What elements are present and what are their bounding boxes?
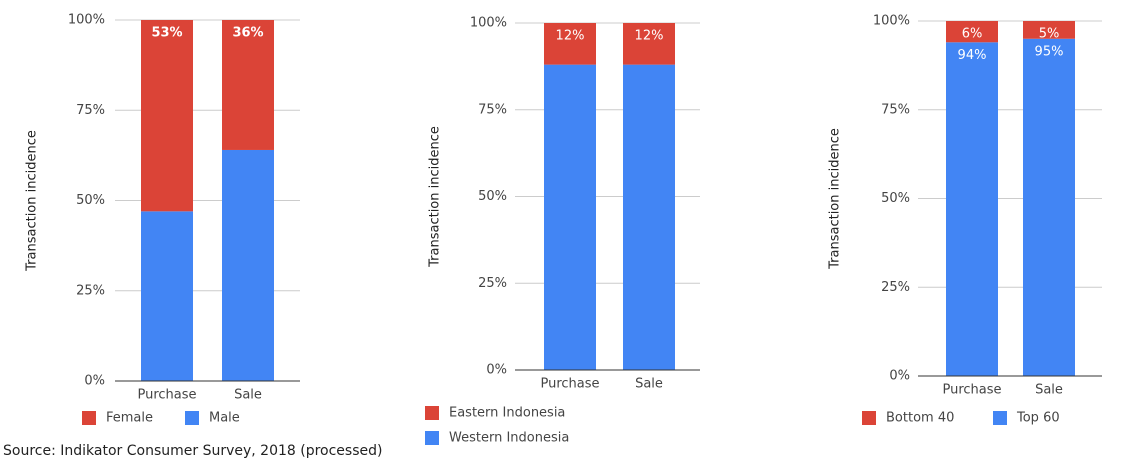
bar-segment — [141, 20, 193, 212]
legend-label: Female — [106, 411, 153, 426]
bar-segment — [544, 64, 596, 370]
y-tick-label: 50% — [881, 191, 910, 206]
value-label: 36% — [232, 26, 263, 41]
y-axis-title: Transaction incidence — [25, 130, 40, 272]
y-tick-label: 50% — [478, 189, 507, 204]
y-tick-label: 100% — [68, 13, 105, 28]
x-tick-label: Sale — [635, 377, 663, 392]
x-tick-label: Sale — [1035, 383, 1063, 398]
legend-swatch — [425, 431, 439, 445]
source-note: Source: Indikator Consumer Survey, 2018 … — [3, 443, 382, 459]
y-tick-label: 75% — [881, 102, 910, 117]
legend-label: Top 60 — [1016, 411, 1060, 426]
bar-segment — [1023, 38, 1075, 376]
value-label: 94% — [958, 48, 987, 63]
legend-label: Eastern Indonesia — [449, 406, 565, 421]
y-axis-title: Transaction incidence — [828, 128, 843, 270]
legend-label: Bottom 40 — [886, 411, 954, 426]
bar-segment — [1023, 21, 1075, 39]
x-tick-label: Sale — [234, 388, 262, 403]
bar-segment — [222, 149, 274, 381]
value-label: 53% — [151, 26, 182, 41]
bar-segment — [222, 20, 274, 150]
y-axis-title: Transaction incidence — [428, 126, 443, 268]
legend-swatch — [82, 411, 96, 425]
y-tick-label: 0% — [889, 369, 910, 384]
legend-swatch — [185, 411, 199, 425]
x-tick-label: Purchase — [137, 388, 196, 403]
legend-label: Western Indonesia — [449, 431, 569, 446]
value-label: 6% — [962, 27, 983, 42]
bar-segment — [544, 23, 596, 65]
y-tick-label: 50% — [76, 193, 105, 208]
value-label: 95% — [1035, 44, 1064, 59]
y-tick-label: 75% — [76, 103, 105, 118]
y-tick-label: 25% — [478, 276, 507, 291]
bar-segment — [946, 42, 998, 377]
legend-swatch — [862, 411, 876, 425]
bar-segment — [623, 23, 675, 65]
legend-swatch — [993, 411, 1007, 425]
value-label: 5% — [1039, 27, 1060, 42]
y-tick-label: 25% — [881, 280, 910, 295]
y-tick-label: 100% — [470, 16, 507, 31]
value-label: 12% — [556, 29, 585, 44]
value-label: 12% — [635, 29, 664, 44]
y-tick-label: 100% — [873, 14, 910, 29]
y-tick-label: 0% — [84, 374, 105, 389]
legend-swatch — [425, 406, 439, 420]
y-tick-label: 75% — [478, 102, 507, 117]
y-tick-label: 0% — [486, 363, 507, 378]
legend-label: Male — [209, 411, 240, 426]
bar-segment — [141, 211, 193, 381]
y-tick-label: 25% — [76, 283, 105, 298]
bar-segment — [623, 64, 675, 370]
bar-segment — [946, 21, 998, 43]
x-tick-label: Purchase — [942, 383, 1001, 398]
x-tick-label: Purchase — [540, 377, 599, 392]
